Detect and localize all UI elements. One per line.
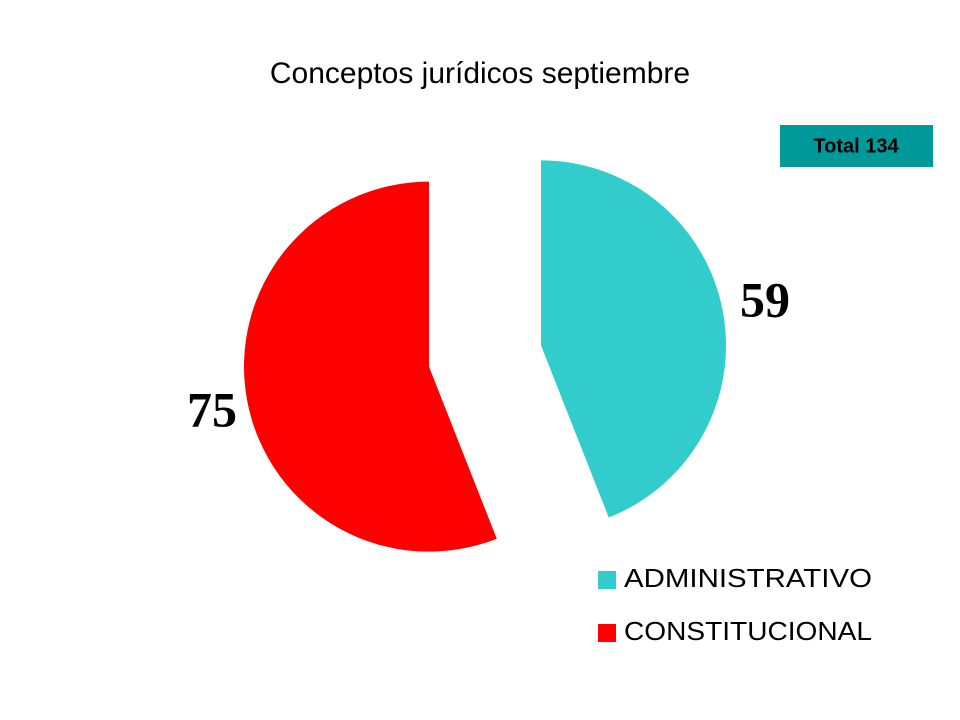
legend-label: ADMINISTRATIVO [624, 563, 872, 593]
legend-label: CONSTITUCIONAL [624, 616, 872, 646]
chart-title: Conceptos jurídicos septiembre [270, 57, 690, 90]
value-label: 75 [187, 381, 237, 437]
annotation-box [780, 125, 933, 167]
legend-swatch [598, 571, 616, 589]
legend-swatch [598, 624, 616, 642]
value-label: 59 [740, 271, 790, 327]
pie-slice [243, 181, 497, 552]
pie-slice [541, 160, 727, 518]
annotation: Total 134 [813, 135, 899, 157]
